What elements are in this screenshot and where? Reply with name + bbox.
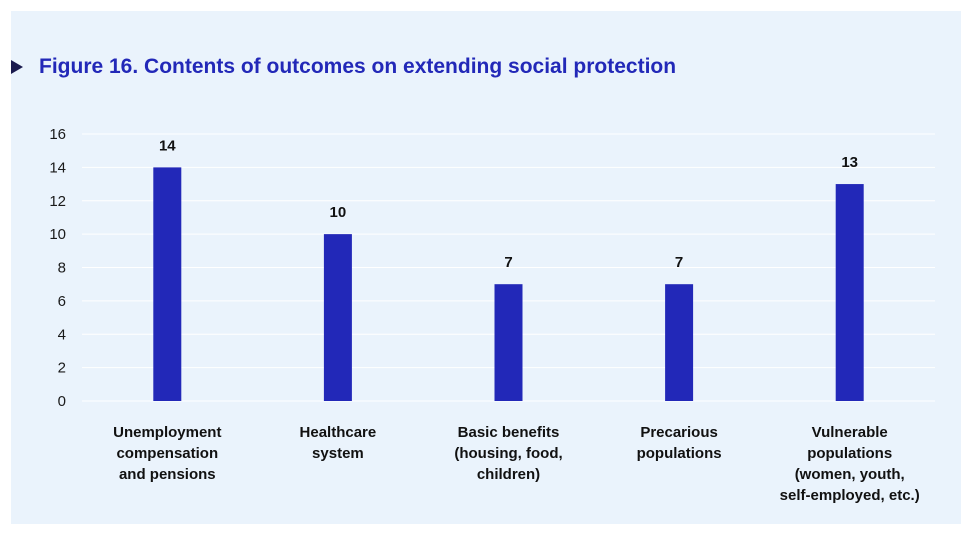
data-label: 13 (841, 154, 858, 171)
figure-title: Figure 16. Contents of outcomes on exten… (39, 55, 677, 78)
y-tick-label: 8 (58, 260, 66, 277)
category-label: Healthcare system (300, 424, 377, 462)
y-tick-label: 12 (49, 193, 66, 210)
category-label: Precarious populations (637, 424, 722, 462)
y-tick-label: 6 (58, 293, 66, 310)
bar (153, 167, 182, 401)
y-tick-label: 4 (58, 326, 66, 343)
y-tick-label: 2 (58, 360, 66, 377)
data-label: 7 (504, 254, 512, 271)
data-label: 10 (330, 204, 347, 221)
bars (153, 167, 864, 401)
y-tick-label: 10 (49, 226, 66, 243)
data-labels: 14 10 7 7 13 (159, 137, 858, 271)
bar (835, 184, 864, 401)
category-label: Unemployment compensation and pensions (113, 424, 221, 483)
data-label: 7 (675, 254, 683, 271)
y-tick-label: 14 (49, 159, 66, 176)
data-label: 14 (159, 137, 176, 154)
triangle-right-icon (11, 60, 23, 74)
bar (323, 234, 352, 401)
bar (494, 284, 523, 401)
x-axis-categories: Unemployment compensation and pensions Heal… (113, 424, 920, 504)
figure-title-row: Figure 16. Contents of outcomes on exten… (11, 55, 676, 79)
bar (665, 284, 694, 401)
category-label: Basic benefits (housing, food, children) (454, 424, 562, 483)
category-label: Vulnerable populations (women, youth, self-… (780, 424, 920, 504)
y-axis-ticks: 0 2 4 6 8 10 12 14 16 (49, 126, 66, 410)
y-tick-label: 0 (58, 393, 66, 410)
y-tick-label: 16 (49, 126, 66, 143)
